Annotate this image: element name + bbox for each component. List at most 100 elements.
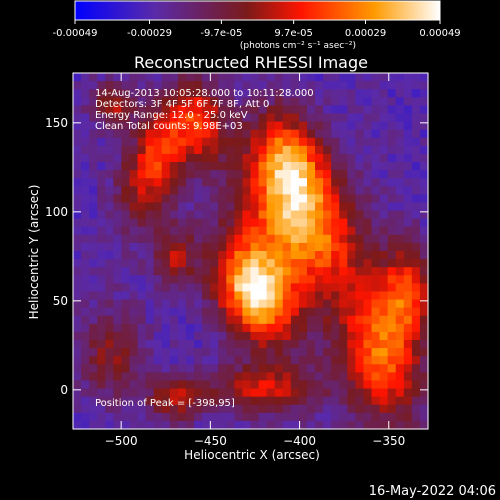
heatmap-cell (202, 153, 211, 163)
heatmap-cell (202, 162, 211, 171)
heatmap-cell (290, 348, 300, 357)
heatmap-cell (242, 105, 252, 115)
heatmap-cell (194, 194, 203, 204)
heatmap-cell (73, 129, 82, 139)
heatmap-cell (73, 194, 82, 204)
heatmap-cell (185, 226, 195, 236)
heatmap-cell (105, 218, 114, 228)
heatmap-cell (250, 251, 260, 260)
heatmap-cell (379, 404, 389, 414)
heatmap-cell (290, 73, 300, 82)
heatmap-cell (137, 234, 147, 244)
heatmap-cell (129, 348, 139, 357)
heatmap-cell (89, 105, 98, 115)
heatmap-cell (258, 129, 268, 139)
heatmap-cell (347, 267, 356, 276)
heatmap-cell (411, 307, 421, 317)
heatmap-cell (419, 323, 429, 333)
heatmap-cell (306, 299, 316, 309)
heatmap-cell (194, 210, 203, 220)
heatmap-cell (137, 331, 147, 341)
heatmap-cell (153, 218, 163, 228)
heatmap-cell (395, 145, 405, 155)
heatmap-cell (89, 404, 98, 414)
heatmap-cell (177, 234, 187, 244)
heatmap-cell (194, 73, 203, 82)
heatmap-cell (347, 105, 356, 115)
heatmap-cell (339, 251, 348, 260)
heatmap-cell (113, 242, 123, 252)
heatmap-cell (234, 259, 244, 268)
heatmap-cell (355, 340, 365, 349)
heatmap-cell (347, 202, 356, 212)
heatmap-cell (419, 396, 429, 406)
heatmap-cell (121, 162, 131, 171)
heatmap-cell (218, 275, 227, 284)
heatmap-cell (419, 137, 429, 147)
heatmap-cell (411, 291, 421, 301)
heatmap-cell (363, 202, 373, 212)
heatmap-cell (266, 178, 276, 187)
heatmap-cell (290, 97, 300, 106)
heatmap-cell (290, 412, 300, 422)
heatmap-cell (210, 81, 219, 90)
heatmap-cell (226, 178, 235, 187)
heatmap-cell (185, 299, 195, 309)
heatmap-cell (226, 186, 235, 195)
heatmap-cell (153, 291, 163, 301)
heatmap-cell (266, 129, 276, 139)
heatmap-cell (411, 340, 421, 349)
heatmap-cell (89, 299, 98, 309)
heatmap-cell (185, 186, 195, 195)
heatmap-cell (242, 356, 252, 365)
heatmap-cell (306, 178, 316, 187)
heatmap-cell (290, 178, 300, 187)
heatmap-cell (274, 178, 284, 187)
heatmap-cell (161, 259, 171, 268)
heatmap-cell (419, 153, 429, 163)
heatmap-cell (129, 340, 139, 349)
heatmap-cell (403, 372, 413, 382)
heatmap-cell (113, 170, 123, 179)
heatmap-cell (194, 121, 203, 131)
heatmap-cell (161, 73, 171, 82)
heatmap-cell (177, 218, 187, 228)
heatmap-cell (218, 210, 227, 220)
heatmap-cell (218, 153, 227, 163)
heatmap-cell (363, 267, 373, 276)
heatmap-cell (185, 121, 195, 131)
heatmap-cell (395, 226, 405, 236)
heatmap-cell (81, 194, 90, 204)
heatmap-cell (323, 170, 332, 179)
heatmap-cell (411, 113, 421, 123)
heatmap-cell (306, 364, 316, 373)
heatmap-cell (145, 388, 155, 398)
heatmap-cell (258, 218, 268, 228)
heatmap-cell (226, 73, 235, 82)
heatmap-cell (105, 404, 114, 414)
heatmap-cell (89, 202, 98, 212)
heatmap-cell (73, 356, 82, 365)
heatmap-cell (137, 283, 147, 293)
heatmap-cell (387, 194, 397, 204)
heatmap-cell (234, 307, 244, 317)
heatmap-cell (379, 356, 389, 365)
heatmap-cell (419, 315, 429, 325)
heatmap-cell (355, 275, 365, 284)
heatmap-cell (129, 315, 139, 325)
heatmap-cell (331, 178, 340, 187)
heatmap-cell (323, 210, 332, 220)
heatmap-cell (371, 388, 381, 398)
heatmap-cell (266, 162, 276, 171)
heatmap-cell (258, 97, 268, 106)
heatmap-cell (129, 194, 139, 204)
heatmap-cell (274, 283, 284, 293)
heatmap-cell (177, 178, 187, 187)
heatmap-cell (81, 307, 90, 317)
heatmap-cell (290, 380, 300, 390)
heatmap-cell (202, 364, 211, 373)
heatmap-cell (258, 186, 268, 195)
heatmap-cell (387, 218, 397, 228)
heatmap-cell (226, 97, 235, 106)
heatmap-cell (89, 194, 98, 204)
